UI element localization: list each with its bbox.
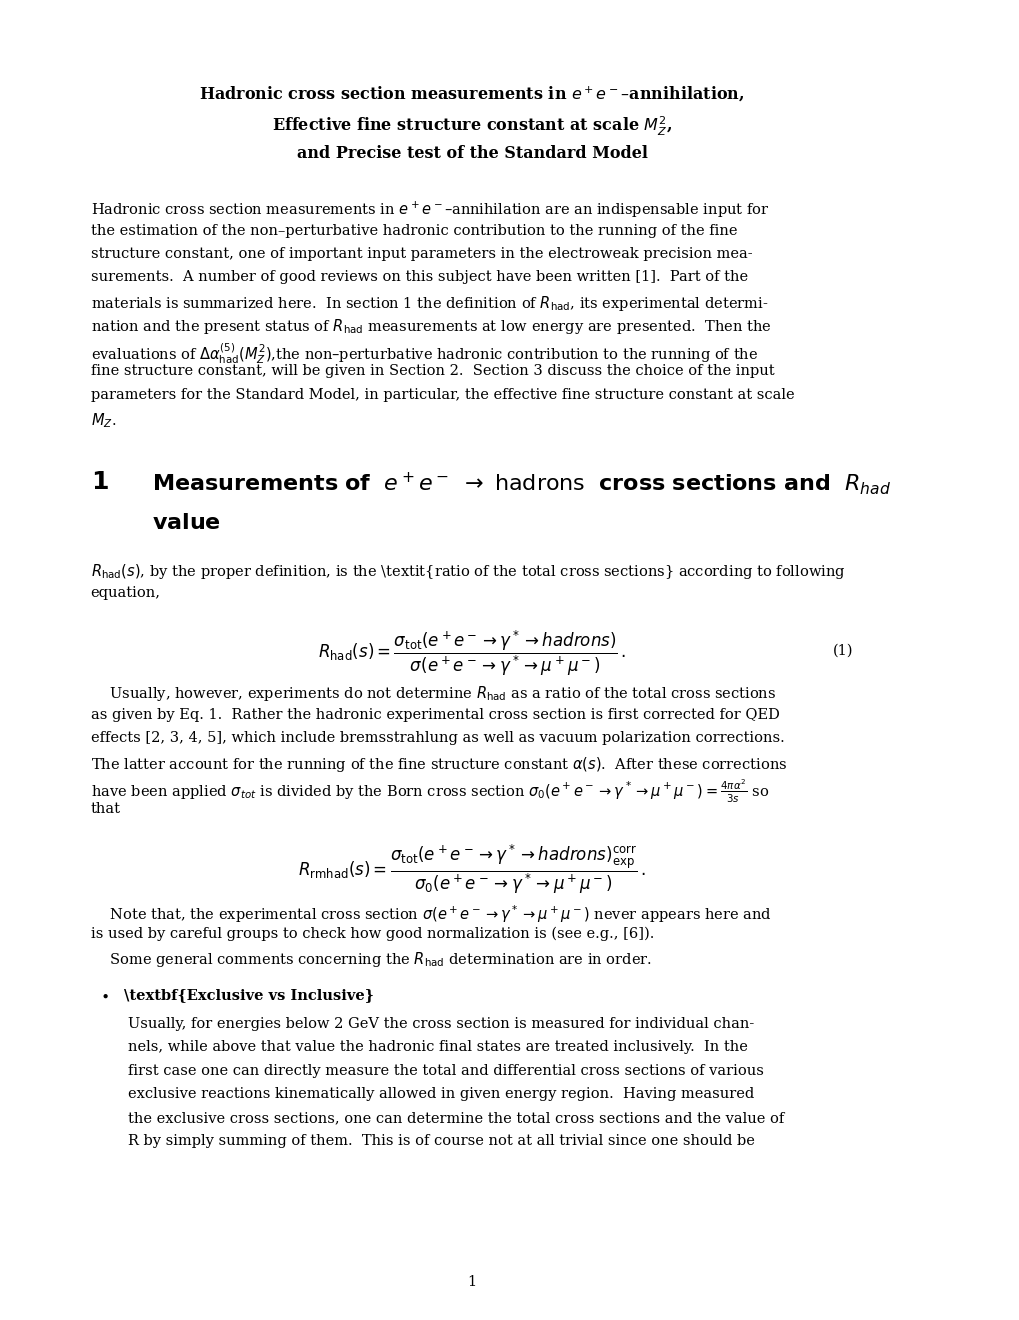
Text: fine structure constant, will be given in Section 2.  Section 3 discuss the choi: fine structure constant, will be given i… (91, 364, 773, 379)
Text: Usually, however, experiments do not determine $R_{\rm had}$ as a ratio of the t: Usually, however, experiments do not det… (91, 684, 775, 704)
Text: $\bullet$: $\bullet$ (100, 989, 109, 1002)
Text: and Precise test of the Standard Model: and Precise test of the Standard Model (297, 145, 647, 162)
Text: (1): (1) (833, 644, 853, 657)
Text: surements.  A number of good reviews on this subject have been written [1].  Par: surements. A number of good reviews on t… (91, 271, 747, 285)
Text: Usually, for energies below 2 GeV the cross section is measured for individual c: Usually, for energies below 2 GeV the cr… (128, 1016, 754, 1031)
Text: Effective fine structure constant at scale $M_Z^2$,: Effective fine structure constant at sca… (272, 115, 672, 139)
Text: $R_{\rm had}(s)$, by the proper definition, is the \textit{ratio of the total cr: $R_{\rm had}(s)$, by the proper definiti… (91, 562, 845, 581)
Text: The latter account for the running of the fine structure constant $\alpha(s)$.  : The latter account for the running of th… (91, 755, 787, 774)
Text: R by simply summing of them.  This is of course not at all trivial since one sho: R by simply summing of them. This is of … (128, 1134, 755, 1148)
Text: Some general comments concerning the $R_{\rm had}$ determination are in order.: Some general comments concerning the $R_… (91, 950, 651, 969)
Text: nation and the present status of $R_{\rm had}$ measurements at low energy are pr: nation and the present status of $R_{\rm… (91, 318, 770, 337)
Text: that: that (91, 801, 120, 816)
Text: $\mathbf{value}$: $\mathbf{value}$ (152, 512, 221, 535)
Text: the estimation of the non–perturbative hadronic contribution to the running of t: the estimation of the non–perturbative h… (91, 223, 737, 238)
Text: evaluations of $\Delta\alpha_{\rm had}^{(5)}(M_Z^2)$,the non–perturbative hadron: evaluations of $\Delta\alpha_{\rm had}^{… (91, 341, 757, 366)
Text: as given by Eq. 1.  Rather the hadronic experimental cross section is first corr: as given by Eq. 1. Rather the hadronic e… (91, 708, 779, 722)
Text: Note that, the experimental cross section $\sigma(e^+e^-\rightarrow\gamma^*\righ: Note that, the experimental cross sectio… (91, 903, 771, 925)
Text: 1: 1 (467, 1275, 476, 1290)
Text: materials is summarized here.  In section 1 the definition of $R_{\rm had}$, its: materials is summarized here. In section… (91, 294, 767, 313)
Text: is used by careful groups to check how good normalization is (see e.g., [6]).: is used by careful groups to check how g… (91, 927, 653, 941)
Text: Hadronic cross section measurements in $e^+e^-$–annihilation are an indispensabl: Hadronic cross section measurements in $… (91, 201, 768, 220)
Text: $\mathbf{1}$: $\mathbf{1}$ (91, 470, 108, 494)
Text: first case one can directly measure the total and differential cross sections of: first case one can directly measure the … (128, 1064, 763, 1078)
Text: exclusive reactions kinematically allowed in given energy region.  Having measur: exclusive reactions kinematically allowe… (128, 1088, 754, 1101)
Text: nels, while above that value the hadronic final states are treated inclusively. : nels, while above that value the hadroni… (128, 1040, 748, 1055)
Text: \textbf{Exclusive vs Inclusive}: \textbf{Exclusive vs Inclusive} (123, 989, 373, 1002)
Text: Hadronic cross section measurements in $e^+e^-$–annihilation,: Hadronic cross section measurements in $… (199, 84, 744, 104)
Text: $\mathbf{Measurements\ of}$  $e^+e^-\ \rightarrow\ \mathrm{hadrons}$  $\mathbf{c: $\mathbf{Measurements\ of}$ $e^+e^-\ \ri… (152, 470, 891, 496)
Text: effects [2, 3, 4, 5], which include bremsstrahlung as well as vacuum polarizatio: effects [2, 3, 4, 5], which include brem… (91, 731, 784, 744)
Text: $M_Z$.: $M_Z$. (91, 412, 116, 430)
Text: $R_{\rm rmhad}(s) = \dfrac{\sigma_{\rm tot}(e^+e^-\rightarrow\gamma^*\rightarrow: $R_{\rm rmhad}(s) = \dfrac{\sigma_{\rm t… (298, 843, 645, 896)
Text: have been applied $\sigma_{tot}$ is divided by the Born cross section $\sigma_0(: have been applied $\sigma_{tot}$ is divi… (91, 777, 768, 805)
Text: $R_{\rm had}(s) = \dfrac{\sigma_{\rm tot}(e^+e^-\rightarrow\gamma^*\rightarrow h: $R_{\rm had}(s) = \dfrac{\sigma_{\rm tot… (318, 630, 626, 678)
Text: parameters for the Standard Model, in particular, the effective fine structure c: parameters for the Standard Model, in pa… (91, 388, 794, 403)
Text: the exclusive cross sections, one can determine the total cross sections and the: the exclusive cross sections, one can de… (128, 1111, 784, 1125)
Text: equation,: equation, (91, 586, 161, 599)
Text: structure constant, one of important input parameters in the electroweak precisi: structure constant, one of important inp… (91, 247, 752, 261)
